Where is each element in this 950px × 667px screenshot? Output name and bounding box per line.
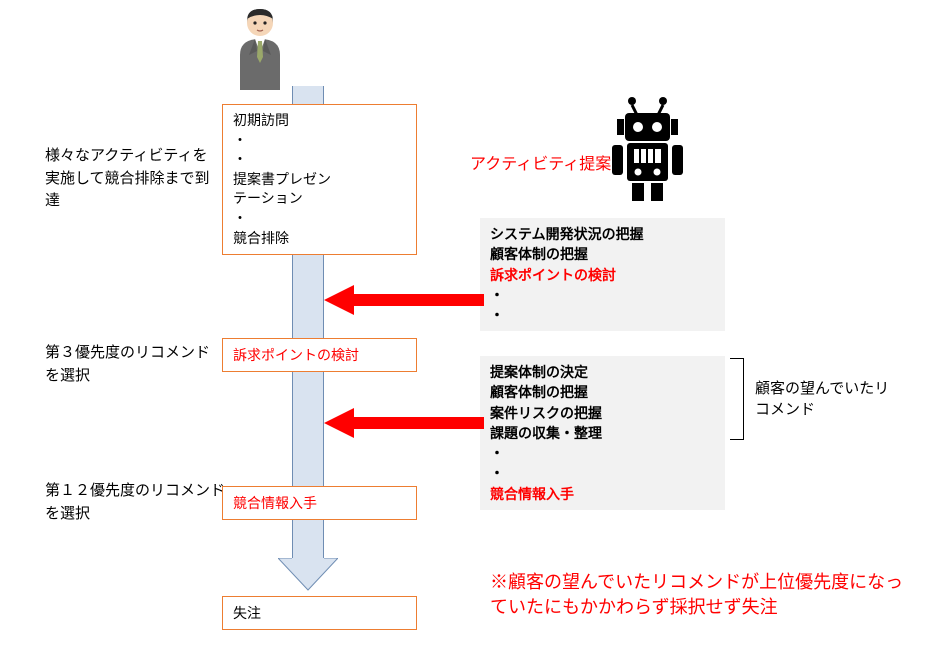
footnote-text: ※顧客の望んでいたリコメンドが上位優先度になっていたにもかかわらず採択せず失注 — [490, 570, 910, 620]
robot-icon — [600, 95, 695, 208]
arrow-segment-2 — [292, 370, 324, 488]
rec1-l4: ・ — [490, 285, 715, 305]
flow-box-competitor-info: 競合情報入手 — [222, 486, 417, 520]
rec1-l2: 顧客体制の把握 — [490, 244, 715, 264]
activity-proposal-label: アクティビティ提案 — [470, 150, 611, 174]
flow-box-lost: 失注 — [222, 596, 417, 630]
person-icon — [225, 5, 295, 93]
flow1-l6: ・ — [233, 209, 406, 229]
red-arrow-1 — [324, 285, 484, 318]
rec2-l5: ・ — [490, 443, 715, 463]
side-label-1: 様々なアクティビティを実施して競合排除まで到達 — [45, 145, 215, 213]
red-arrow-2 — [324, 408, 484, 441]
rec1-l3: 訴求ポイントの検討 — [490, 265, 715, 285]
bracket-icon — [730, 358, 744, 440]
rec1-l5: ・ — [490, 305, 715, 325]
arrow-segment-3 — [292, 518, 324, 560]
flow1-l7: 競合排除 — [233, 229, 406, 249]
rec2-l3: 案件リスクの把握 — [490, 403, 715, 423]
flow1-l4: 提案書プレゼン — [233, 170, 406, 190]
flow1-l2: ・ — [233, 131, 406, 151]
side-label-3: 第１２優先度のリコメンドを選択 — [45, 480, 225, 525]
arrow-segment-1 — [292, 248, 324, 340]
arrow-segment-0 — [292, 86, 324, 106]
flow1-l3: ・ — [233, 150, 406, 170]
rec2-l6: ・ — [490, 463, 715, 483]
flow1-l5: テーション — [233, 189, 406, 209]
flow-box-activities: 初期訪問 ・ ・ 提案書プレゼン テーション ・ 競合排除 — [222, 104, 417, 255]
rec2-l4: 課題の収集・整理 — [490, 423, 715, 443]
recommendation-box-1: システム開発状況の把握 顧客体制の把握 訴求ポイントの検討 ・ ・ — [480, 218, 725, 331]
recommendation-box-2: 提案体制の決定 顧客体制の把握 案件リスクの把握 課題の収集・整理 ・ ・ 競合… — [480, 356, 725, 510]
rec2-l1: 提案体制の決定 — [490, 362, 715, 382]
rec2-l2: 顧客体制の把握 — [490, 382, 715, 402]
bracket-label: 顧客の望んでいたリコメンド — [755, 378, 895, 420]
rec2-l7: 競合情報入手 — [490, 484, 715, 504]
flow1-l1: 初期訪問 — [233, 111, 406, 131]
arrow-head-icon — [278, 558, 338, 595]
rec1-l1: システム開発状況の把握 — [490, 224, 715, 244]
flow-box-appeal-points: 訴求ポイントの検討 — [222, 338, 417, 372]
side-label-2: 第３優先度のリコメンドを選択 — [45, 342, 215, 387]
